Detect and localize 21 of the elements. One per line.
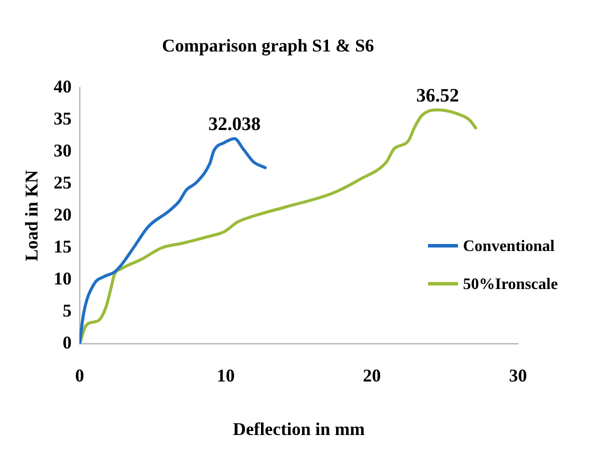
x-tick-label: 10 <box>216 365 235 386</box>
y-tick-label: 30 <box>54 140 72 160</box>
x-tick-label: 0 <box>75 365 84 386</box>
line-series <box>80 137 267 344</box>
y-tick-label: 15 <box>54 236 72 256</box>
x-tick-label: 20 <box>362 365 381 386</box>
y-tick-label: 35 <box>54 108 72 128</box>
y-tick-label: 0 <box>62 332 72 352</box>
y-tick-label: 5 <box>62 300 72 320</box>
x-tick-label: 30 <box>509 365 527 386</box>
y-tick-label: 25 <box>54 172 72 192</box>
y-tick-label: 20 <box>54 204 72 224</box>
x-axis-title: Deflection in mm <box>232 418 365 439</box>
y-tick-label: 10 <box>54 268 72 288</box>
y-tick-label: 40 <box>54 76 72 96</box>
legend-label: 50%Ironscale <box>463 276 558 293</box>
data-label: 36.52 <box>416 85 459 106</box>
chart-title: Comparison graph S1 & S6 <box>162 35 374 56</box>
y-axis-title: Load in KN <box>21 170 42 262</box>
data-label: 32.038 <box>208 114 261 136</box>
legend-label: Conventional <box>463 238 556 255</box>
